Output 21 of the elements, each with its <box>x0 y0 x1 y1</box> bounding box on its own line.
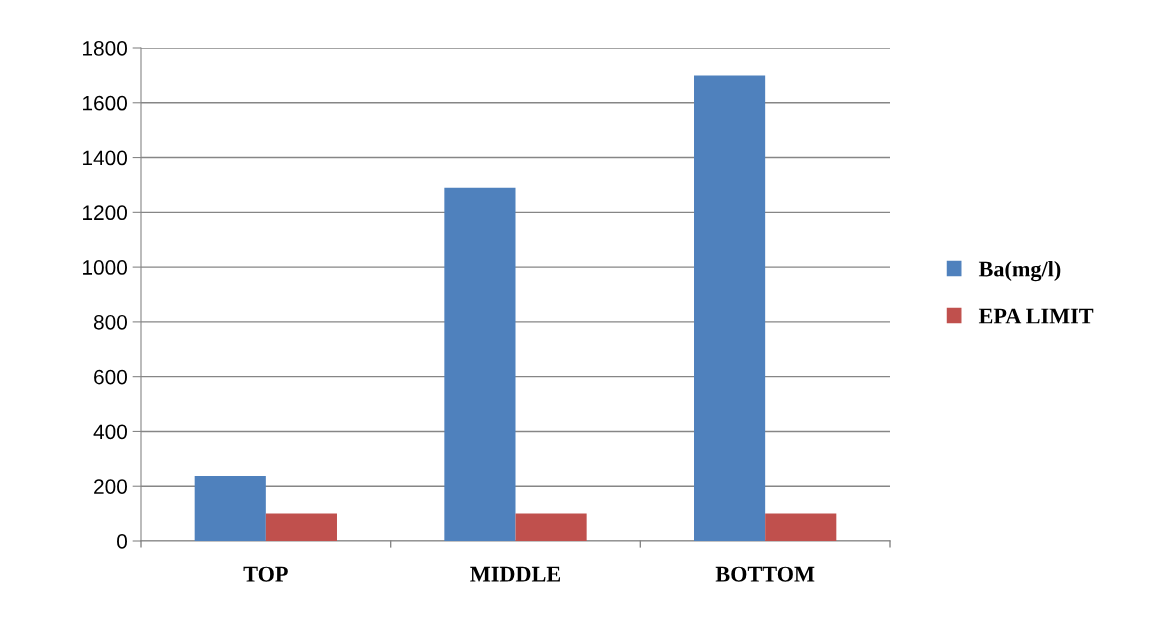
bar <box>694 75 766 541</box>
bar <box>444 187 516 541</box>
x-tick-label: MIDDLE <box>470 566 561 582</box>
bar <box>265 513 337 541</box>
y-tick-label: 800 <box>93 314 127 330</box>
y-tick-label: 600 <box>94 369 127 385</box>
y-tick-label: 1800 <box>83 41 127 56</box>
legend-label: EPA LIMIT <box>978 308 1094 324</box>
bar <box>765 513 837 541</box>
y-tick-label: 0 <box>117 534 127 549</box>
y-tick-label: 1200 <box>83 205 127 221</box>
bar <box>194 476 266 541</box>
y-tick-label: 1600 <box>83 95 127 111</box>
bar <box>515 513 587 541</box>
y-tick-label: 1400 <box>83 150 127 166</box>
x-tick-label: BOTTOM <box>715 566 815 582</box>
legend-label: Ba(mg/l) <box>978 260 1061 282</box>
y-tick-label: 1000 <box>83 260 127 275</box>
y-tick-label: 200 <box>94 479 127 494</box>
x-tick-label: TOP <box>243 566 288 582</box>
y-tick-label: 400 <box>93 424 127 440</box>
